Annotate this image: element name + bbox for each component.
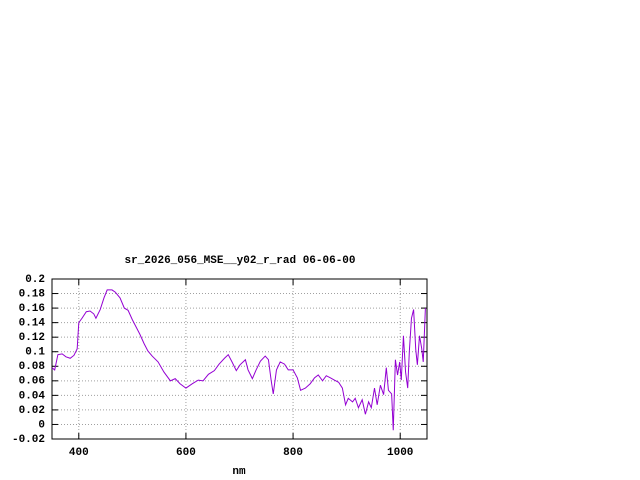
- y-tick-label: 0.18: [19, 288, 46, 300]
- y-tick-label: 0.2: [25, 274, 45, 286]
- x-tick-label: 400: [69, 447, 89, 459]
- x-tick-label: 800: [283, 447, 303, 459]
- y-tick-label: 0.14: [19, 318, 46, 330]
- y-tick-label: 0: [38, 419, 45, 431]
- y-tick-label: 0.16: [19, 303, 45, 315]
- y-tick-label: 0.12: [19, 332, 45, 344]
- x-tick-label: 600: [176, 447, 196, 459]
- y-tick-label: 0.08: [19, 361, 46, 373]
- x-tick-label: 1000: [387, 447, 413, 459]
- x-axis-label: nm: [232, 466, 246, 478]
- y-tick-label: 0.06: [19, 376, 45, 388]
- y-tick-label: 0.1: [25, 347, 45, 359]
- y-tick-label: -0.02: [12, 434, 45, 446]
- plot-border: [51, 278, 428, 440]
- chart-title: sr_2026_056_MSE__y02_r_rad 06-06-00: [124, 255, 355, 267]
- data-line: [51, 289, 426, 431]
- y-tick-label: 0.04: [19, 390, 46, 402]
- y-tick-label: 0.02: [19, 405, 45, 417]
